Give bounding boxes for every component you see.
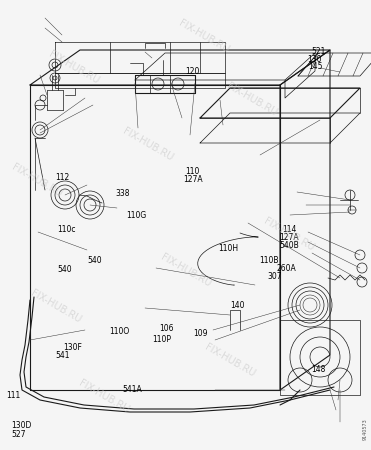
Text: 110P: 110P: [152, 335, 171, 344]
Text: 114: 114: [282, 225, 296, 234]
Text: 541: 541: [55, 351, 69, 360]
Text: 130F: 130F: [63, 343, 82, 352]
Text: 106: 106: [160, 324, 174, 333]
Text: 112: 112: [55, 173, 69, 182]
Text: 540: 540: [58, 266, 72, 274]
Text: FIX-HUB.RU: FIX-HUB.RU: [158, 252, 213, 288]
Text: 521: 521: [311, 47, 325, 56]
Text: FIX-HUB.RU: FIX-HUB.RU: [47, 49, 101, 86]
Text: 110G: 110G: [126, 212, 147, 220]
Text: 110B: 110B: [260, 256, 279, 265]
Text: 541A: 541A: [122, 385, 142, 394]
Text: FIX-HUB.RU: FIX-HUB.RU: [177, 18, 231, 54]
Text: 130: 130: [307, 55, 322, 64]
Text: 260A: 260A: [276, 264, 296, 273]
Text: 127A: 127A: [184, 175, 203, 184]
Text: 148: 148: [312, 364, 326, 373]
Text: FIX-HUB.RU: FIX-HUB.RU: [29, 288, 83, 324]
Text: FIX-HUB.RU: FIX-HUB.RU: [121, 126, 175, 162]
Text: FIX-HUB.RU: FIX-HUB.RU: [225, 81, 279, 117]
Text: FIX-HUB.RU: FIX-HUB.RU: [77, 378, 131, 414]
Text: FIX-HUB.RU: FIX-HUB.RU: [262, 216, 316, 252]
Text: 145: 145: [309, 62, 323, 71]
Text: 527: 527: [11, 430, 26, 439]
Text: FIX-HUB.RU: FIX-HUB.RU: [10, 162, 64, 198]
Text: 307: 307: [267, 272, 282, 281]
Text: 140: 140: [230, 302, 244, 310]
Text: 127A: 127A: [279, 233, 299, 242]
Text: 9140573: 9140573: [363, 418, 368, 440]
Text: 109: 109: [193, 328, 207, 338]
Text: 338: 338: [115, 189, 129, 198]
Text: 111: 111: [7, 392, 21, 400]
Text: FIX-HUB.RU: FIX-HUB.RU: [203, 342, 257, 378]
Text: 110H: 110H: [218, 244, 238, 253]
Text: 540: 540: [87, 256, 102, 265]
Text: 120: 120: [186, 67, 200, 76]
Text: 540B: 540B: [279, 241, 299, 250]
Text: 130D: 130D: [11, 421, 32, 430]
Text: 110c: 110c: [58, 225, 76, 234]
Text: 110: 110: [186, 167, 200, 176]
Text: 110O: 110O: [109, 327, 130, 336]
